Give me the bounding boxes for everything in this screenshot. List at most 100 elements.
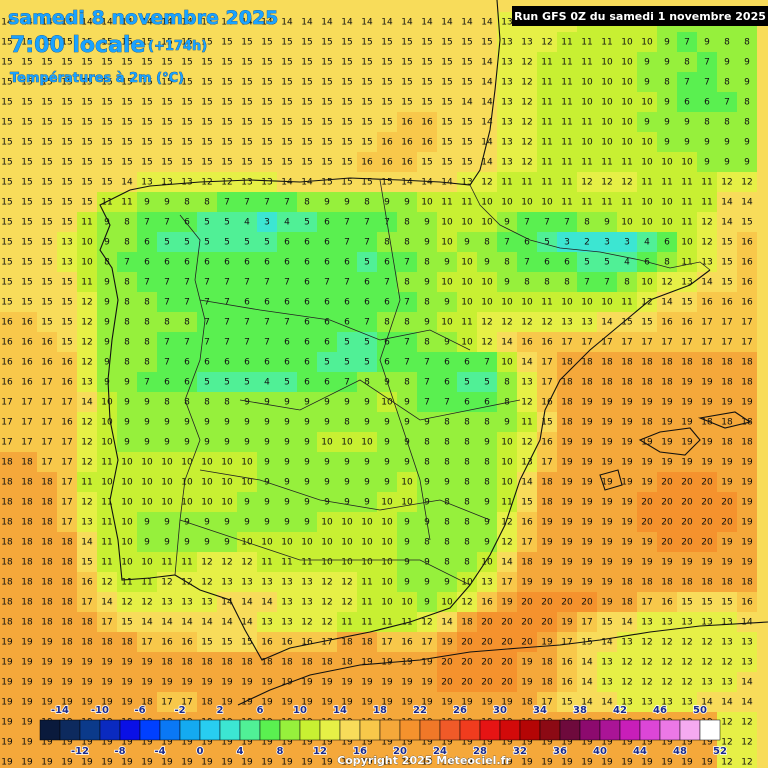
temperature-value: 15: [1, 258, 12, 268]
temperature-cell: [337, 332, 357, 352]
temperature-value: 15: [481, 38, 492, 48]
temperature-cell: [137, 532, 157, 552]
temperature-value: 19: [21, 698, 33, 708]
temperature-value: 15: [321, 58, 332, 68]
temperature-cell: [557, 312, 577, 332]
temperature-value: 9: [224, 438, 230, 448]
temperature-value: 13: [661, 618, 672, 628]
temperature-cell: [117, 272, 137, 292]
temperature-cell: [357, 452, 377, 472]
temperature-cell: [377, 272, 397, 292]
temperature-value: 17: [661, 338, 672, 348]
temperature-value: 10: [601, 78, 613, 88]
temperature-cell: [57, 512, 77, 532]
temperature-value: 9: [384, 418, 390, 428]
temperature-cell: [257, 272, 277, 292]
temperature-value: 3: [604, 238, 610, 248]
temperature-cell: [377, 572, 397, 592]
temperature-value: 15: [461, 58, 472, 68]
temperature-value: 12: [521, 78, 532, 88]
legend-swatch: [79, 719, 101, 741]
temperature-value: 18: [1, 458, 13, 468]
temperature-value: 14: [441, 618, 453, 628]
temperature-cell: [457, 412, 477, 432]
temperature-value: 16: [21, 378, 33, 388]
temperature-value: 20: [501, 678, 513, 688]
temperature-value: 19: [741, 538, 753, 548]
temperature-value: 6: [264, 358, 270, 368]
temperature-cell: [737, 552, 757, 572]
temperature-cell: [377, 512, 397, 532]
temperature-value: 12: [81, 338, 92, 348]
temperature-value: 17: [61, 458, 72, 468]
temperature-cell: [517, 172, 537, 192]
temperature-cell: [737, 212, 757, 232]
temperature-cell: [297, 272, 317, 292]
temperature-value: 10: [441, 218, 453, 228]
temperature-cell: [77, 592, 97, 612]
temperature-cell: [77, 332, 97, 352]
temperature-cell: [537, 172, 557, 192]
temperature-value: 19: [121, 678, 133, 688]
temperature-value: 10: [241, 478, 253, 488]
temperature-value: 14: [121, 178, 133, 188]
temperature-cell: [0, 152, 17, 172]
temperature-value: 13: [721, 638, 732, 648]
temperature-value: 12: [601, 178, 612, 188]
temperature-value: 18: [221, 658, 233, 668]
temperature-value: 14: [281, 178, 293, 188]
temperature-value: 11: [561, 98, 572, 108]
temperature-cell: [537, 512, 557, 532]
temperature-cell: [217, 352, 237, 372]
temperature-value: 20: [661, 498, 673, 508]
temperature-value: 10: [161, 498, 173, 508]
temperature-cell: [457, 432, 477, 452]
temperature-value: 12: [661, 658, 672, 668]
temperature-value: 8: [544, 278, 550, 288]
temperature-cell: [697, 352, 717, 372]
temperature-value: 9: [144, 438, 150, 448]
temperature-value: 13: [681, 618, 692, 628]
temperature-cell: [517, 292, 537, 312]
temperature-cell: [97, 432, 117, 452]
temperature-cell: [497, 532, 517, 552]
temperature-cell: [97, 472, 117, 492]
temperature-cell: [257, 552, 277, 572]
legend-swatch: [59, 719, 81, 741]
temperature-cell: [237, 312, 257, 332]
temperature-cell: [137, 52, 157, 72]
temperature-value: 15: [161, 118, 172, 128]
temperature-cell: [177, 252, 197, 272]
temperature-cell: [457, 372, 477, 392]
temperature-value: 9: [164, 438, 170, 448]
temperature-cell: [577, 32, 597, 52]
temperature-value: 7: [284, 278, 290, 288]
temperature-value: 13: [521, 38, 532, 48]
temperature-cell: [237, 512, 257, 532]
temperature-cell: [577, 152, 597, 172]
temperature-value: 15: [21, 258, 32, 268]
temperature-cell: [497, 472, 517, 492]
temperature-cell: [317, 152, 337, 172]
temperature-value: 12: [321, 578, 332, 588]
temperature-value: 8: [484, 238, 490, 248]
temperature-value: 7: [144, 218, 150, 228]
temperature-value: 15: [141, 138, 152, 148]
temperature-value: 19: [581, 478, 593, 488]
temperature-value: 8: [124, 318, 130, 328]
temperature-cell: [557, 192, 577, 212]
temperature-value: 11: [561, 58, 572, 68]
temperature-cell: [197, 612, 217, 632]
temperature-value: 17: [581, 618, 592, 628]
temperature-value: 16: [561, 658, 573, 668]
temperature-value: 9: [404, 458, 410, 468]
temperature-cell: [657, 572, 677, 592]
temperature-cell: [717, 52, 737, 72]
temperature-cell: [557, 292, 577, 312]
temperature-value: 6: [144, 258, 150, 268]
temperature-value: 9: [504, 218, 510, 228]
temperature-cell: [297, 152, 317, 172]
temperature-value: 11: [701, 178, 712, 188]
temperature-value: 8: [144, 338, 150, 348]
temperature-cell: [97, 12, 117, 32]
